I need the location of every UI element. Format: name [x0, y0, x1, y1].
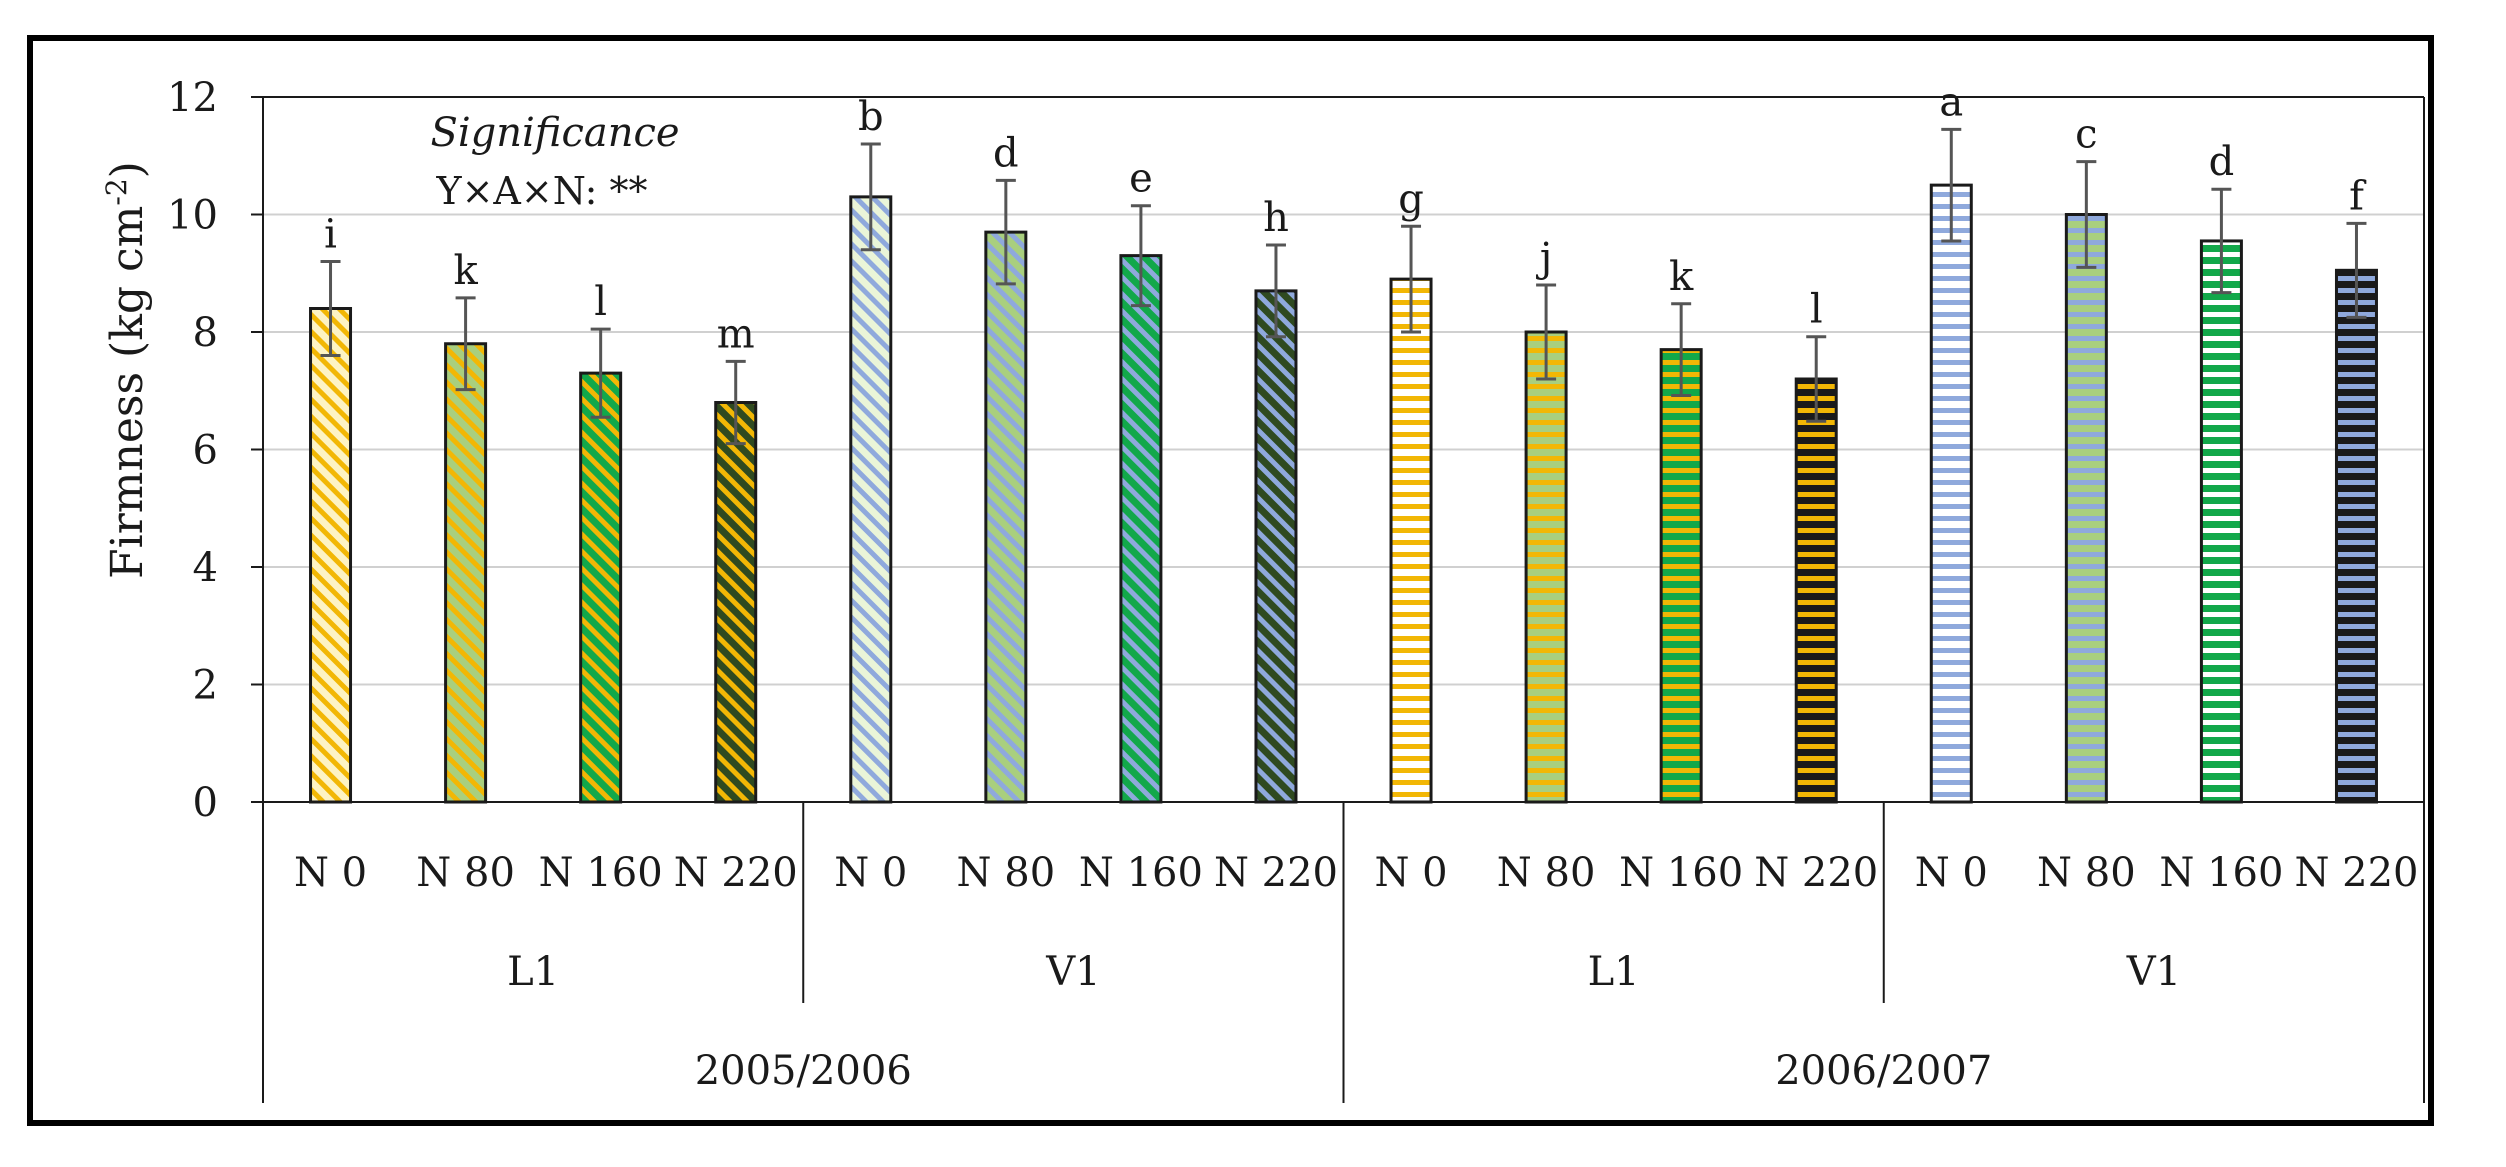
y-tick-label: 6: [193, 428, 218, 474]
annotation-significance: Y×A×N: **: [436, 169, 648, 213]
category-label-2: N 160: [539, 850, 663, 896]
y-tick-label: 2: [193, 663, 218, 709]
bar-10: [1659, 348, 1703, 804]
significance-letter-1: k: [453, 248, 478, 294]
group-label-level1: 2005/2006: [695, 1048, 912, 1094]
category-label-5: N 80: [957, 850, 1056, 896]
labels: 0 2 4 6 8 10 12 i N 0 k N 80 l N 160 m N 220 b N 0 d N 80 e…: [167, 75, 2418, 1094]
y-axis-label-close: ): [102, 161, 153, 178]
error-bar-14: [2211, 187, 2232, 295]
bar-1: [444, 342, 488, 804]
error-bar-4: [860, 142, 881, 252]
category-label-3: N 220: [674, 850, 798, 896]
y-tick-label: 8: [193, 310, 218, 356]
category-label-14: N 160: [2159, 850, 2283, 896]
y-tick-label: 4: [193, 545, 218, 591]
category-label-15: N 220: [2294, 850, 2418, 896]
bar-14: [2199, 239, 2243, 804]
category-label-4: N 0: [834, 850, 907, 896]
error-bar-6: [1130, 204, 1151, 308]
group-label-level1: 2006/2007: [1775, 1048, 1992, 1094]
error-bar-7: [1265, 243, 1286, 339]
bar-7: [1254, 289, 1298, 804]
y-axis-label: Firmness (kg cm-2): [100, 161, 154, 579]
significance-letter-9: j: [1536, 235, 1552, 281]
bar-12: [1929, 183, 1973, 804]
bar-0: [309, 307, 353, 804]
y-tick-label: 0: [193, 780, 218, 826]
bar-5: [984, 230, 1028, 804]
bar-9: [1524, 330, 1568, 804]
axes: [251, 96, 2425, 1103]
bar-2: [579, 371, 623, 804]
error-bar-15: [2346, 221, 2367, 319]
significance-letter-14: d: [2209, 139, 2235, 185]
error-bar-8: [1401, 224, 1422, 334]
significance-letter-10: k: [1669, 254, 1694, 300]
error-bar-2: [590, 327, 611, 419]
bar-6: [1119, 254, 1163, 804]
significance-letter-15: f: [2349, 173, 2367, 219]
bar-4: [849, 195, 893, 804]
bar-3: [714, 401, 758, 804]
group-label-level2: L1: [1588, 949, 1640, 995]
error-bar-10: [1671, 302, 1692, 397]
group-label-level2: V1: [1045, 949, 1100, 995]
category-label-13: N 80: [2037, 850, 2136, 896]
category-label-12: N 0: [1915, 850, 1988, 896]
category-label-6: N 160: [1079, 850, 1203, 896]
category-label-9: N 80: [1497, 850, 1596, 896]
category-label-10: N 160: [1619, 850, 1743, 896]
error-bar-13: [2076, 160, 2097, 269]
significance-letter-2: l: [594, 279, 607, 325]
bars: [309, 127, 2378, 804]
significance-letter-5: d: [993, 130, 1019, 176]
significance-letter-13: c: [2075, 112, 2097, 158]
bar-8: [1389, 277, 1433, 804]
significance-letter-0: i: [324, 212, 337, 258]
error-bar-0: [320, 260, 341, 357]
error-bar-9: [1536, 283, 1557, 381]
y-axis-label-main: Firmness (kg cm: [102, 206, 153, 579]
chart-frame: [27, 35, 2434, 1126]
error-bar-1: [455, 296, 476, 392]
bar-11: [1794, 377, 1838, 804]
group-label-level2: L1: [507, 949, 559, 995]
significance-letter-8: g: [1398, 176, 1424, 222]
category-label-1: N 80: [416, 850, 515, 896]
category-label-7: N 220: [1214, 850, 1338, 896]
significance-letter-12: a: [1939, 79, 1963, 125]
significance-letter-6: e: [1129, 156, 1153, 202]
significance-letter-3: m: [717, 311, 755, 357]
group-label-level2: V1: [2126, 949, 2181, 995]
error-bar-12: [1941, 127, 1962, 243]
significance-letter-4: b: [858, 94, 884, 140]
significance-letter-7: h: [1263, 195, 1289, 241]
y-axis-label-superscript: -2: [100, 178, 133, 205]
significance-letter-11: l: [1810, 287, 1823, 333]
error-bar-11: [1806, 335, 1827, 423]
bar-15: [2334, 268, 2378, 804]
category-label-8: N 0: [1374, 850, 1447, 896]
error-bar-5: [995, 178, 1016, 286]
category-label-11: N 220: [1754, 850, 1878, 896]
bar-13: [2064, 213, 2108, 804]
y-tick-label: 10: [167, 193, 218, 239]
annotation-title: Significance: [430, 110, 679, 156]
category-label-0: N 0: [294, 850, 367, 896]
y-tick-label: 12: [167, 75, 218, 121]
error-bar-3: [725, 359, 746, 446]
